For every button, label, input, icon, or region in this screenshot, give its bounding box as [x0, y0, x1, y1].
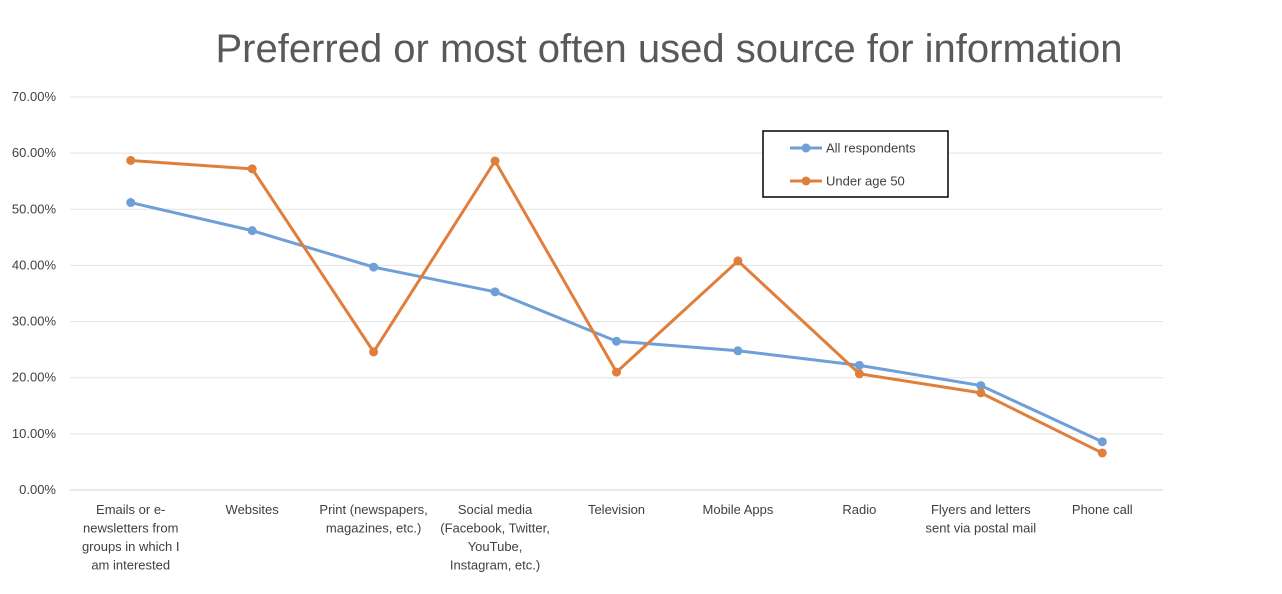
data-point — [1097, 448, 1107, 458]
x-category-label: Print (newspapers, magazines, etc.) — [319, 502, 427, 536]
data-point — [976, 381, 986, 391]
data-point — [612, 367, 621, 377]
data-point — [733, 346, 743, 356]
y-tick-label: 30.00% — [12, 314, 57, 329]
y-tick-label: 50.00% — [12, 201, 57, 216]
series-lines — [126, 155, 1107, 458]
data-point — [854, 360, 864, 370]
series-under-age-50 — [126, 155, 1107, 458]
data-point — [247, 164, 257, 174]
x-category-label: Social media (Facebook, Twitter, YouTube, I… — [440, 502, 550, 573]
y-tick-label: 60.00% — [12, 145, 57, 160]
y-tick-label: 10.00% — [12, 426, 57, 441]
data-point — [369, 262, 379, 272]
chart-title: Preferred or most often used source for … — [215, 27, 1122, 71]
x-category-label: Phone call — [1072, 502, 1133, 517]
series-line — [129, 158, 1104, 455]
x-category-label: Websites — [226, 502, 280, 517]
legend-swatch-marker — [801, 176, 811, 186]
x-category-label: Television — [588, 502, 645, 517]
x-axis-categories: Emails or e-newsletters from groups in wh… — [82, 502, 1133, 573]
data-point — [733, 256, 743, 266]
data-point — [976, 388, 986, 398]
gridlines — [70, 96, 1163, 491]
legend-swatch-marker — [801, 143, 811, 153]
x-category-label: Emails or e-newsletters from groups in wh… — [82, 502, 180, 573]
legend: All respondents Under age 50 — [762, 130, 949, 198]
x-category-label: Flyers and letters sent via postal mail — [926, 502, 1037, 536]
x-category-label: Mobile Apps — [703, 502, 774, 517]
data-point — [490, 287, 500, 297]
data-point — [1097, 437, 1107, 447]
data-point — [612, 336, 621, 346]
data-point — [126, 198, 136, 208]
data-point — [490, 156, 500, 166]
y-tick-label: 0.00% — [19, 482, 56, 497]
series-line — [129, 201, 1104, 444]
series-all-respondents — [126, 198, 1107, 447]
legend-label: All respondents — [826, 141, 916, 156]
y-axis-ticks: 0.00% 10.00% 20.00% 30.00% 40.00% 50.00% 60.00… — [12, 89, 57, 497]
data-point — [854, 369, 864, 379]
y-tick-label: 20.00% — [12, 370, 57, 385]
y-tick-label: 40.00% — [12, 257, 57, 272]
legend-box — [762, 130, 949, 198]
y-tick-label: 70.00% — [12, 89, 57, 104]
data-point — [126, 155, 136, 165]
x-category-label: Radio — [842, 502, 876, 517]
data-point — [247, 226, 257, 236]
legend-label: Under age 50 — [826, 174, 905, 189]
data-point — [369, 347, 379, 357]
